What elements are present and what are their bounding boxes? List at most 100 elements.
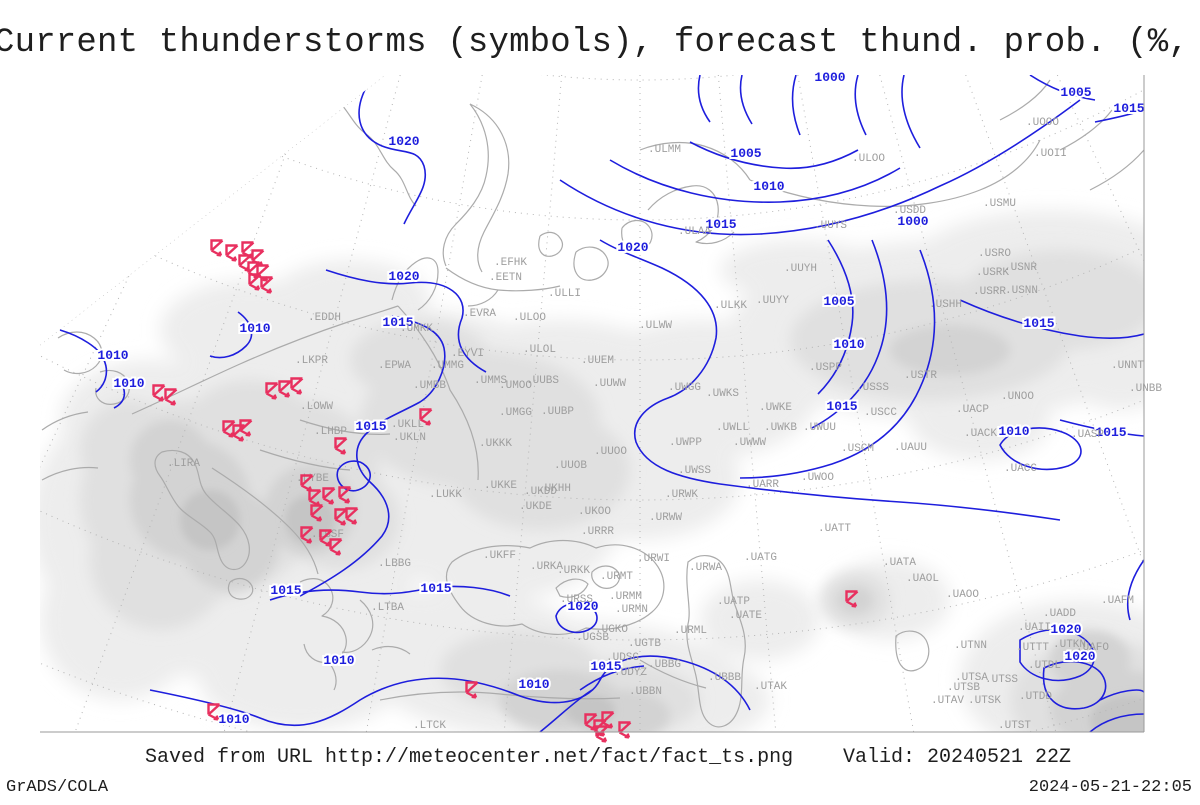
station-label-ulww: .ULWW bbox=[639, 320, 672, 332]
station-label-uatg: .UATG bbox=[744, 552, 777, 564]
station-label-uwll: .UWLL bbox=[716, 422, 749, 434]
isobar-label: 1020 bbox=[388, 134, 419, 149]
station-label-uspp: .USPP bbox=[809, 362, 842, 374]
station-label-uuoo: .UUOO bbox=[594, 446, 627, 458]
station-label-urmt: .URMT bbox=[600, 571, 633, 583]
station-label-uata: .UATA bbox=[883, 557, 916, 569]
station-label-utak: .UTAK bbox=[754, 681, 787, 693]
station-label-uubs: .UUBS bbox=[526, 375, 559, 387]
station-label-usdd: .USDD bbox=[893, 205, 926, 217]
station-label-urwa: .URWA bbox=[689, 562, 722, 574]
station-label-eetn: .EETN bbox=[489, 272, 522, 284]
station-label-uwuu: .UWUU bbox=[803, 422, 836, 434]
station-label-umbb: .UMBB bbox=[413, 380, 446, 392]
station-label-uafo: .UAFO bbox=[1076, 642, 1109, 654]
isobar-label-layer: 1020 1020 1015 1010 1010 1010 1015 1015 1015 1010… bbox=[95, 68, 1146, 729]
station-label-ukoo: .UKOO bbox=[578, 506, 611, 518]
station-label-lbbg: .LBBG bbox=[378, 558, 411, 570]
station-label-uuem: .UUEM bbox=[581, 355, 614, 367]
station-label-uaoo: .UAOO bbox=[946, 589, 979, 601]
isobar-label: 1010 bbox=[518, 677, 549, 692]
station-label-uauu: .UAUU bbox=[894, 442, 927, 454]
station-label-uoii: .UOII bbox=[1034, 148, 1067, 160]
station-label-ugko: .UGKO bbox=[595, 624, 628, 636]
isobar-label: 1015 bbox=[590, 659, 621, 674]
station-label-uadd: .UADD bbox=[1043, 608, 1076, 620]
isobar-label: 1005 bbox=[1060, 85, 1091, 100]
station-label-uwoo: .UWOO bbox=[801, 472, 834, 484]
isobar-label: 1010 bbox=[323, 653, 354, 668]
station-label-ukke: .UKKE bbox=[484, 480, 517, 492]
isobar-label: 1015 bbox=[1095, 425, 1126, 440]
station-label-uwks: .UWKS bbox=[706, 388, 739, 400]
probability-shading-layer bbox=[40, 210, 1144, 732]
isobar-label: 1015 bbox=[270, 583, 301, 598]
isobar-label: 1020 bbox=[1050, 622, 1081, 637]
station-label-eddh: .EDDH bbox=[308, 312, 341, 324]
station-label-urww: .URWW bbox=[649, 512, 682, 524]
timestamp-text: 2024-05-21-22:05 bbox=[1028, 778, 1192, 797]
station-label-unnt: .UNNT bbox=[1111, 360, 1144, 372]
station-label-ukll: .UKLL bbox=[391, 419, 424, 431]
station-label-lkpr: .LKPR bbox=[295, 355, 328, 367]
isobar-label: 1000 bbox=[897, 214, 928, 229]
grads-credit-text: GrADS/COLA bbox=[6, 778, 109, 797]
station-label-utsa: .UTSA bbox=[955, 672, 988, 684]
station-label-urss: .URSS bbox=[560, 594, 593, 606]
station-label-usss: .USSS bbox=[856, 382, 889, 394]
isobar-label: 1010 bbox=[833, 337, 864, 352]
station-label-eyvi: .EYVI bbox=[451, 348, 484, 360]
isobar-label: 1010 bbox=[239, 321, 270, 336]
isobar-label: 1015 bbox=[355, 419, 386, 434]
isobar-label: 1015 bbox=[1023, 316, 1054, 331]
station-label-utnn: .UTNN bbox=[954, 640, 987, 652]
station-label-uwpp: .UWPP bbox=[669, 437, 702, 449]
station-label-urwk: .URWK bbox=[665, 489, 698, 501]
station-label-uack: .UACK bbox=[964, 428, 997, 440]
station-label-uscc: .USCC bbox=[864, 407, 897, 419]
station-label-urka: .URKA bbox=[530, 561, 563, 573]
station-label-unbb: .UNBB bbox=[1129, 383, 1162, 395]
station-label-ulmm: .ULMM bbox=[648, 144, 681, 156]
isobar-label: 1010 bbox=[97, 348, 128, 363]
station-label-usrk: .USRK bbox=[976, 267, 1009, 279]
station-label-urwi: .URWI bbox=[637, 553, 670, 565]
station-label-uate: .UATE bbox=[729, 610, 762, 622]
station-label-ugtb: .UGTB bbox=[628, 638, 661, 650]
station-label-utsk: .UTSK bbox=[968, 695, 1001, 707]
station-label-utst: .UTST bbox=[998, 720, 1031, 732]
thunderstorm-report bbox=[210, 239, 224, 257]
station-label-uuys: .UUYS bbox=[814, 220, 847, 232]
isobar-layer bbox=[59, 75, 1144, 732]
station-label-usrr: .USRR bbox=[973, 286, 1006, 298]
isobar-label: 1015 bbox=[1113, 101, 1144, 116]
station-label-uacp: .UACP bbox=[956, 404, 989, 416]
station-label-ukde: .UKDE bbox=[519, 501, 552, 513]
station-label-utss: .UTSS bbox=[985, 674, 1018, 686]
station-label-loww: .LOWW bbox=[300, 401, 333, 413]
station-label-uwss: .UWSS bbox=[678, 465, 711, 477]
station-label-uwke: .UWKE bbox=[759, 402, 792, 414]
isobar-label: 1010 bbox=[998, 424, 1029, 439]
station-label-uscm: .USCM bbox=[841, 443, 874, 455]
station-label-uafm: .UAFM bbox=[1101, 595, 1134, 607]
station-label-urml: .URML bbox=[674, 625, 707, 637]
station-label-uaol: .UAOL bbox=[906, 573, 939, 585]
source-url-text: Saved from URL http://meteocenter.net/fa… bbox=[145, 746, 794, 769]
station-label-ukln: .UKLN bbox=[393, 432, 426, 444]
station-label-udsg: .UDSG bbox=[606, 652, 639, 664]
isobar-label: 1010 bbox=[753, 179, 784, 194]
station-label-ubbg: .UBBG bbox=[648, 659, 681, 671]
isobar-label: 1020 bbox=[1064, 649, 1095, 664]
station-label-ukkk: .UKKK bbox=[479, 438, 512, 450]
station-label-usnn: .USNN bbox=[1005, 285, 1038, 297]
station-label-umgg: .UMGG bbox=[499, 407, 532, 419]
isobar-label: 1010 bbox=[113, 376, 144, 391]
station-label-uacc: .UACC bbox=[1004, 463, 1037, 475]
station-label-ubbn: .UBBN bbox=[629, 686, 662, 698]
station-label-ubbb: .UBBB bbox=[708, 672, 741, 684]
station-label-ummg: .UMMG bbox=[431, 360, 464, 372]
station-label-utkn: .UTKN bbox=[1053, 639, 1086, 651]
station-label-urmm: .URMM bbox=[609, 591, 642, 603]
